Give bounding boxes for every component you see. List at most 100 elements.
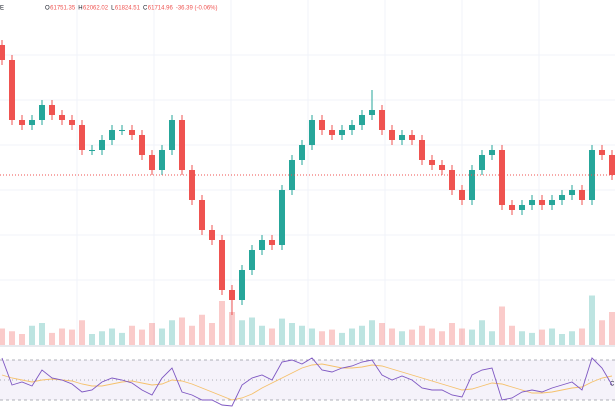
volume-bar — [99, 331, 105, 345]
volume-bar — [489, 331, 495, 345]
candle-body — [159, 150, 165, 170]
candle-body — [59, 115, 65, 120]
volume-bar — [409, 329, 415, 345]
candle-body — [599, 150, 605, 155]
symbol: E — [0, 6, 4, 12]
candle-body — [559, 195, 565, 200]
volume-bar — [319, 331, 325, 345]
candle-body — [489, 150, 495, 155]
corner-label: C — [610, 382, 615, 388]
candle-body — [139, 135, 145, 155]
volume-bar — [349, 328, 355, 345]
volume-bar — [519, 331, 525, 345]
candle-body — [269, 240, 275, 245]
candle-body — [369, 110, 375, 115]
candle-body — [299, 145, 305, 160]
candle-body — [569, 190, 575, 195]
change: -36.39 (-0.06%) — [176, 6, 218, 12]
volume-bar — [599, 320, 605, 345]
volume-bar — [329, 329, 335, 345]
volume-bar — [139, 329, 145, 345]
candle-body — [499, 150, 505, 205]
candle-body — [179, 120, 185, 170]
volume-bar — [249, 317, 255, 345]
candle-body — [319, 120, 325, 130]
candle-body — [329, 130, 335, 135]
volume-bar — [359, 325, 365, 345]
volume-bar — [429, 328, 435, 345]
header: E O 61751.35 H 62062.02 L 61824.51 C 61714.96 -3… — [0, 6, 218, 12]
volume-bar — [39, 323, 45, 345]
volume-bar — [309, 328, 315, 345]
candle-body — [349, 125, 355, 130]
volume-bar — [609, 312, 615, 345]
volume-bar — [419, 325, 425, 345]
volume-bar — [479, 320, 485, 345]
candle-body — [429, 160, 435, 165]
volume-bar — [59, 328, 65, 345]
volume-bar — [79, 320, 85, 345]
candle-body — [439, 165, 445, 170]
rsi-ma-line — [1, 363, 613, 401]
volume-bar — [159, 328, 165, 345]
volume-bar — [299, 325, 305, 345]
candle-body — [309, 120, 315, 145]
volume-bar — [199, 314, 205, 345]
volume-bar — [289, 323, 295, 345]
candle-body — [129, 130, 135, 135]
candle-body — [359, 115, 365, 125]
candle-body — [539, 200, 545, 205]
volume-bar — [529, 332, 535, 345]
candle-body — [169, 120, 175, 150]
volume-bar — [369, 320, 375, 345]
volume-bar — [119, 332, 125, 345]
candle-body — [149, 155, 155, 170]
field-value: 61714.96 — [148, 6, 174, 12]
volume-bar — [69, 329, 75, 345]
volume-bar — [89, 334, 95, 345]
candle-body — [119, 130, 125, 131]
volume-bar — [389, 328, 395, 345]
volume-bar — [9, 331, 15, 345]
candle-body — [39, 105, 45, 120]
candle-body — [549, 200, 555, 205]
candle-body — [479, 155, 485, 170]
candle-body — [69, 120, 75, 125]
candle-body — [209, 230, 215, 240]
candle-body — [389, 130, 395, 140]
volume-bar — [379, 323, 385, 345]
candle-body — [199, 200, 205, 230]
volume-bar — [499, 306, 505, 345]
volume-bar — [229, 312, 235, 345]
volume-bar — [459, 328, 465, 345]
candle-body — [469, 170, 475, 200]
candle-body — [509, 205, 515, 210]
volume-bar — [579, 328, 585, 345]
candle-body — [109, 130, 115, 140]
volume-bar — [109, 328, 115, 345]
field-value: 61824.51 — [115, 6, 141, 12]
volume-bar — [129, 325, 135, 345]
volume-bar — [439, 331, 445, 345]
volume-bar — [339, 332, 345, 345]
candle-body — [229, 290, 235, 300]
field-value: 62062.02 — [83, 6, 109, 12]
candle-body — [339, 130, 345, 135]
candle-body — [379, 110, 385, 130]
volume-bar — [149, 323, 155, 345]
candle-body — [609, 155, 615, 175]
field-key: O — [45, 6, 50, 12]
field-key: L — [111, 6, 115, 12]
candle-body — [0, 45, 5, 60]
volume-bar — [269, 328, 275, 345]
candle-body — [189, 170, 195, 200]
volume-bar — [209, 323, 215, 345]
candle-body — [449, 170, 455, 190]
candle-body — [89, 150, 95, 151]
volume-bar — [399, 331, 405, 345]
volume-bar — [19, 334, 25, 345]
candle-body — [239, 270, 245, 300]
volume-bar — [449, 323, 455, 345]
volume-bar — [509, 325, 515, 345]
